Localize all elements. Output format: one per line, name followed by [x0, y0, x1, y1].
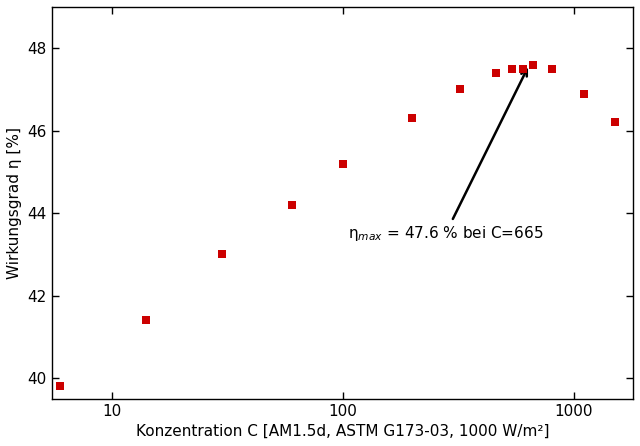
Point: [287, 201, 297, 208]
Point: [579, 90, 589, 97]
Point: [140, 317, 150, 324]
Point: [528, 61, 538, 68]
Y-axis label: Wirkungsgrad η [%]: Wirkungsgrad η [%]: [7, 127, 22, 279]
Point: [55, 383, 65, 390]
Point: [610, 119, 620, 126]
X-axis label: Konzentration C [AM1.5d, ASTM G173-03, 1000 W/m²]: Konzentration C [AM1.5d, ASTM G173-03, 1…: [136, 424, 549, 439]
Point: [518, 65, 528, 72]
Point: [408, 115, 418, 122]
Point: [491, 69, 501, 76]
Point: [507, 65, 517, 72]
Point: [338, 160, 348, 167]
Point: [217, 251, 227, 258]
Point: [454, 86, 465, 93]
Point: [547, 65, 557, 72]
Text: η$_{max}$ = 47.6 % bei C=665: η$_{max}$ = 47.6 % bei C=665: [348, 70, 543, 243]
